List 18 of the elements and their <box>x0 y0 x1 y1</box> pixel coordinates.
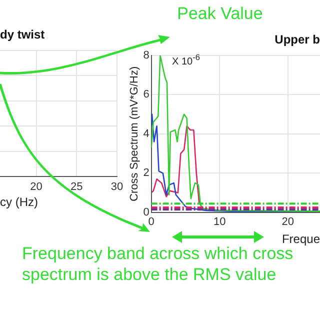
text: cy (Hz) <box>0 195 38 210</box>
x-axis-title: Freque <box>282 232 320 246</box>
chart-title: Upper b <box>274 32 320 47</box>
x-tick-label: 20 <box>282 216 294 228</box>
text: dy twist <box>0 28 45 42</box>
y-tick-label: 8 <box>143 49 150 62</box>
text: 20 <box>30 181 42 194</box>
x-tick-label: 10 <box>213 216 226 228</box>
text: Frequency band across which cross spectrum is above the RMS value <box>22 244 294 285</box>
y-tick-label: 0 <box>143 206 150 218</box>
text: Peak Value <box>176 4 264 24</box>
text: 25 <box>70 181 83 194</box>
text: 30 <box>110 181 124 194</box>
y-tick-label: 2 <box>143 167 150 180</box>
y-tick-label: 4 <box>143 128 150 140</box>
y-axis-title: Cross Spectrum (mV*G/Hz) <box>128 66 141 202</box>
annotation: X 10$^{-6}$ <box>172 52 201 68</box>
y-tick-label: 6 <box>143 88 150 101</box>
